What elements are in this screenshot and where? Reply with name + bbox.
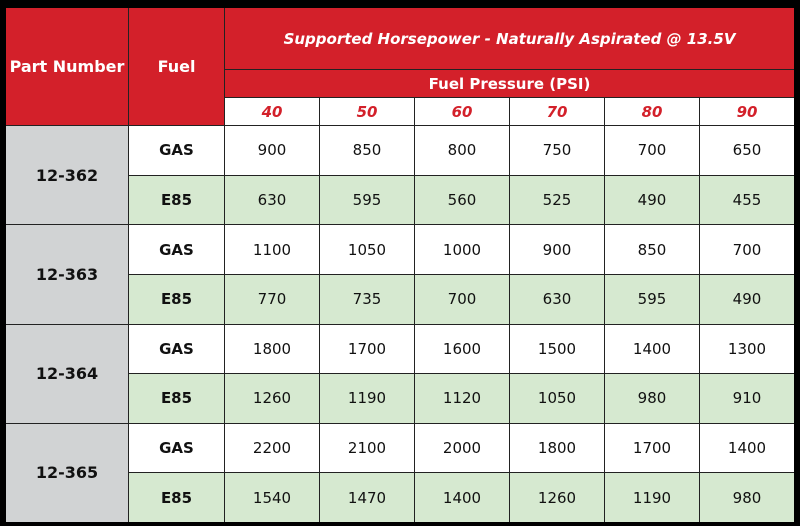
horsepower-cell: 595 [320, 175, 414, 225]
horsepower-cell: 630 [510, 274, 604, 324]
horsepower-table: Part Number Fuel Supported Horsepower - … [6, 8, 794, 522]
horsepower-cell: 1500 [510, 324, 604, 374]
horsepower-cell: 700 [605, 126, 699, 175]
horsepower-cell: 700 [700, 225, 794, 274]
horsepower-cell: 1100 [225, 225, 319, 274]
horsepower-cell: 525 [510, 175, 604, 225]
horsepower-cell: 1400 [415, 473, 509, 522]
horsepower-cell: 750 [510, 126, 604, 175]
horsepower-cell: 595 [605, 274, 699, 324]
fuel-type-cell: GAS [129, 423, 224, 473]
fuel-type-cell: E85 [129, 175, 224, 225]
fuel-type-cell: E85 [129, 274, 224, 324]
pressure-header: 50 [320, 98, 414, 125]
horsepower-cell: 650 [700, 126, 794, 175]
horsepower-cell: 1300 [700, 324, 794, 374]
fuel-type-cell: E85 [129, 473, 224, 522]
pressure-header: 80 [605, 98, 699, 125]
header-part-number: Part Number [6, 8, 128, 125]
header-fuel: Fuel [129, 8, 224, 125]
horsepower-cell: 1400 [605, 324, 699, 374]
part-number-cell: 12-365 [6, 423, 128, 522]
horsepower-cell: 490 [700, 274, 794, 324]
horsepower-cell: 850 [320, 126, 414, 175]
horsepower-cell: 455 [700, 175, 794, 225]
fuel-type-cell: GAS [129, 126, 224, 175]
horsepower-cell: 1800 [510, 423, 604, 473]
horsepower-cell: 2100 [320, 423, 414, 473]
horsepower-cell: 1050 [510, 374, 604, 423]
horsepower-cell: 980 [605, 374, 699, 423]
horsepower-cell: 1600 [415, 324, 509, 374]
horsepower-cell: 1050 [320, 225, 414, 274]
horsepower-cell: 1540 [225, 473, 319, 522]
horsepower-cell: 1700 [605, 423, 699, 473]
horsepower-cell: 490 [605, 175, 699, 225]
horsepower-cell: 800 [415, 126, 509, 175]
part-number-cell: 12-363 [6, 225, 128, 324]
horsepower-cell: 1120 [415, 374, 509, 423]
horsepower-cell: 980 [700, 473, 794, 522]
horsepower-cell: 910 [700, 374, 794, 423]
table-subtitle: Fuel Pressure (PSI) [225, 70, 794, 97]
horsepower-cell: 700 [415, 274, 509, 324]
horsepower-cell: 900 [510, 225, 604, 274]
horsepower-cell: 630 [225, 175, 319, 225]
horsepower-cell: 1190 [320, 374, 414, 423]
part-number-cell: 12-364 [6, 324, 128, 423]
pressure-header: 70 [510, 98, 604, 125]
pressure-header: 60 [415, 98, 509, 125]
horsepower-cell: 770 [225, 274, 319, 324]
horsepower-cell: 2200 [225, 423, 319, 473]
horsepower-cell: 560 [415, 175, 509, 225]
table-title: Supported Horsepower - Naturally Aspirat… [225, 8, 794, 69]
horsepower-cell: 1260 [510, 473, 604, 522]
horsepower-cell: 850 [605, 225, 699, 274]
fuel-type-cell: E85 [129, 374, 224, 423]
horsepower-cell: 1800 [225, 324, 319, 374]
pressure-header: 40 [225, 98, 319, 125]
horsepower-cell: 900 [225, 126, 319, 175]
horsepower-cell: 2000 [415, 423, 509, 473]
horsepower-cell: 1000 [415, 225, 509, 274]
horsepower-cell: 1260 [225, 374, 319, 423]
horsepower-cell: 1400 [700, 423, 794, 473]
horsepower-cell: 1190 [605, 473, 699, 522]
horsepower-cell: 735 [320, 274, 414, 324]
horsepower-cell: 1470 [320, 473, 414, 522]
part-number-cell: 12-362 [6, 126, 128, 225]
pressure-header: 90 [700, 98, 794, 125]
fuel-type-cell: GAS [129, 225, 224, 274]
fuel-type-cell: GAS [129, 324, 224, 374]
horsepower-cell: 1700 [320, 324, 414, 374]
